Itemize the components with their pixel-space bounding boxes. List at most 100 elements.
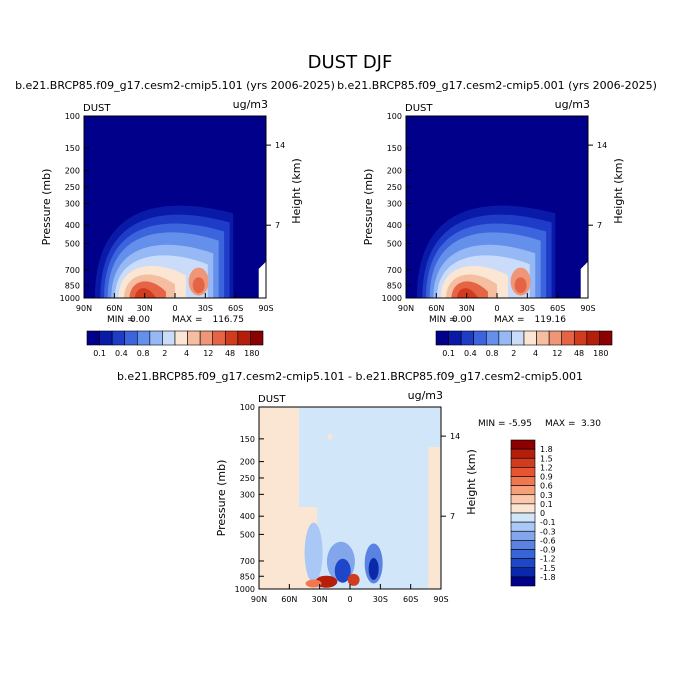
- colorbar-swatch: [485, 330, 500, 346]
- colorbar-swatch: [174, 330, 188, 346]
- max-value: 3.30: [581, 419, 601, 429]
- height-tick-label: 7: [450, 512, 455, 521]
- colorbar-swatch: [99, 330, 113, 346]
- x-tick-label: 60S: [228, 304, 243, 313]
- colorbar-label: 12: [552, 349, 562, 358]
- y-tick-label: 300: [65, 199, 80, 208]
- colorbar-swatch: [511, 330, 525, 346]
- height-tick-label: 7: [597, 221, 602, 230]
- colorbar-swatch: [510, 549, 536, 559]
- colorbar-swatch: [548, 330, 563, 346]
- height-tick-label: 14: [450, 432, 460, 441]
- y-tick-label: 200: [240, 458, 255, 467]
- y-tick-label: 500: [240, 530, 255, 539]
- colorbar-swatch: [510, 558, 536, 569]
- diff-positive-left: [259, 407, 300, 589]
- x-tick-label: 60S: [403, 595, 418, 604]
- max-label: MAX =: [545, 419, 576, 429]
- field-label: DUST: [83, 103, 111, 114]
- colorbar-swatch: [510, 467, 536, 477]
- colorbar-label: -1.5: [540, 564, 556, 573]
- colorbar-label: 0: [540, 509, 545, 518]
- x-tick-label: 0: [172, 304, 177, 313]
- y-tick-label: 250: [65, 183, 80, 192]
- height-tick-label: 14: [597, 141, 607, 150]
- colorbar-swatch: [536, 330, 550, 346]
- panel-3: b.e21.BRCP85.f09_g17.cesm2-cmip5.101 - b…: [117, 370, 601, 604]
- min-value: 0.00: [452, 315, 472, 325]
- x-tick-label: 90N: [398, 304, 414, 313]
- y2-axis-label: Height (km): [465, 449, 478, 515]
- max-value: 116.75: [213, 315, 245, 325]
- height-tick-label: 7: [275, 221, 280, 230]
- colorbar-swatch: [510, 530, 536, 541]
- colorbar-label: 0.1: [442, 349, 455, 358]
- diff-pos-surface-2: [305, 579, 322, 588]
- colorbar-swatch: [573, 330, 588, 346]
- y2-axis-label: Height (km): [290, 158, 303, 224]
- colorbar-label: 1.2: [540, 463, 553, 472]
- min-label: MIN =: [429, 315, 457, 325]
- colorbar-label: 0.1: [93, 349, 106, 358]
- min-label: MIN =: [107, 315, 135, 325]
- y-tick-label: 100: [387, 112, 402, 121]
- colorbar-swatch: [224, 330, 239, 346]
- x-tick-label: 90S: [258, 304, 273, 313]
- y-tick-label: 1000: [235, 585, 255, 594]
- contour-layer: [259, 407, 441, 589]
- colorbar-swatch: [510, 567, 536, 578]
- y-tick-label: 700: [65, 266, 80, 275]
- y-tick-label: 400: [240, 512, 255, 521]
- x-tick-label: 30N: [312, 595, 328, 604]
- colorbar-swatch: [237, 330, 251, 346]
- colorbar-label: 0.9: [540, 473, 553, 482]
- colorbar-swatch: [510, 439, 536, 450]
- x-tick-label: 0: [347, 595, 352, 604]
- min-value: -5.95: [509, 419, 532, 429]
- units-label: ug/m3: [233, 98, 268, 111]
- y-tick-label: 100: [65, 112, 80, 121]
- contour-blob-south-core: [514, 277, 527, 294]
- colorbar-label: -1.2: [540, 555, 556, 564]
- colorbar-swatch: [199, 330, 214, 346]
- x-tick-label: 0: [494, 304, 499, 313]
- page-title: DUST DJF: [308, 52, 393, 73]
- colorbar-label: 12: [203, 349, 213, 358]
- units-label: ug/m3: [408, 389, 443, 402]
- y-tick-label: 150: [65, 144, 80, 153]
- colorbar-label: 2: [162, 349, 167, 358]
- y-tick-label: 500: [65, 239, 80, 248]
- x-tick-label: 30S: [198, 304, 213, 313]
- colorbar-swatch: [510, 576, 536, 587]
- panel-title: b.e21.BRCP85.f09_g17.cesm2-cmip5.001 (yr…: [337, 79, 657, 92]
- x-tick-label: 60N: [106, 304, 122, 313]
- colorbar: 0.1 0.4 0.8 2 4 12 48 180: [86, 330, 264, 358]
- colorbar-label: 4: [184, 349, 189, 358]
- field-label: DUST: [258, 394, 286, 405]
- field-label: DUST: [405, 103, 433, 114]
- colorbar-label: 1.5: [540, 454, 553, 463]
- min-label: MIN =: [478, 419, 506, 429]
- min-value: 0.00: [130, 315, 150, 325]
- y-tick-label: 850: [65, 281, 80, 290]
- y-tick-label: 100: [240, 403, 255, 412]
- max-label: MAX =: [494, 315, 525, 325]
- contour-layer: [94, 205, 266, 298]
- colorbar-label: -0.9: [540, 546, 556, 555]
- colorbar-swatch: [498, 330, 512, 346]
- colorbar-label: 1.8: [540, 445, 553, 454]
- y-tick-label: 500: [387, 239, 402, 248]
- colorbar-swatch: [162, 330, 176, 346]
- panel-2: b.e21.BRCP85.f09_g17.cesm2-cmip5.001 (yr…: [337, 79, 657, 358]
- diff-neg-core-1: [334, 558, 351, 583]
- y-tick-label: 200: [65, 167, 80, 176]
- colorbar-swatch: [435, 330, 449, 346]
- y-axis-label: Pressure (mb): [362, 169, 375, 246]
- diff-neg-core-2: [368, 557, 379, 580]
- diff-neg-plume-1: [304, 522, 323, 583]
- y-tick-label: 250: [240, 474, 255, 483]
- colorbar-swatch: [149, 330, 163, 346]
- colorbar-swatch: [473, 330, 487, 346]
- y-tick-label: 1000: [382, 294, 402, 303]
